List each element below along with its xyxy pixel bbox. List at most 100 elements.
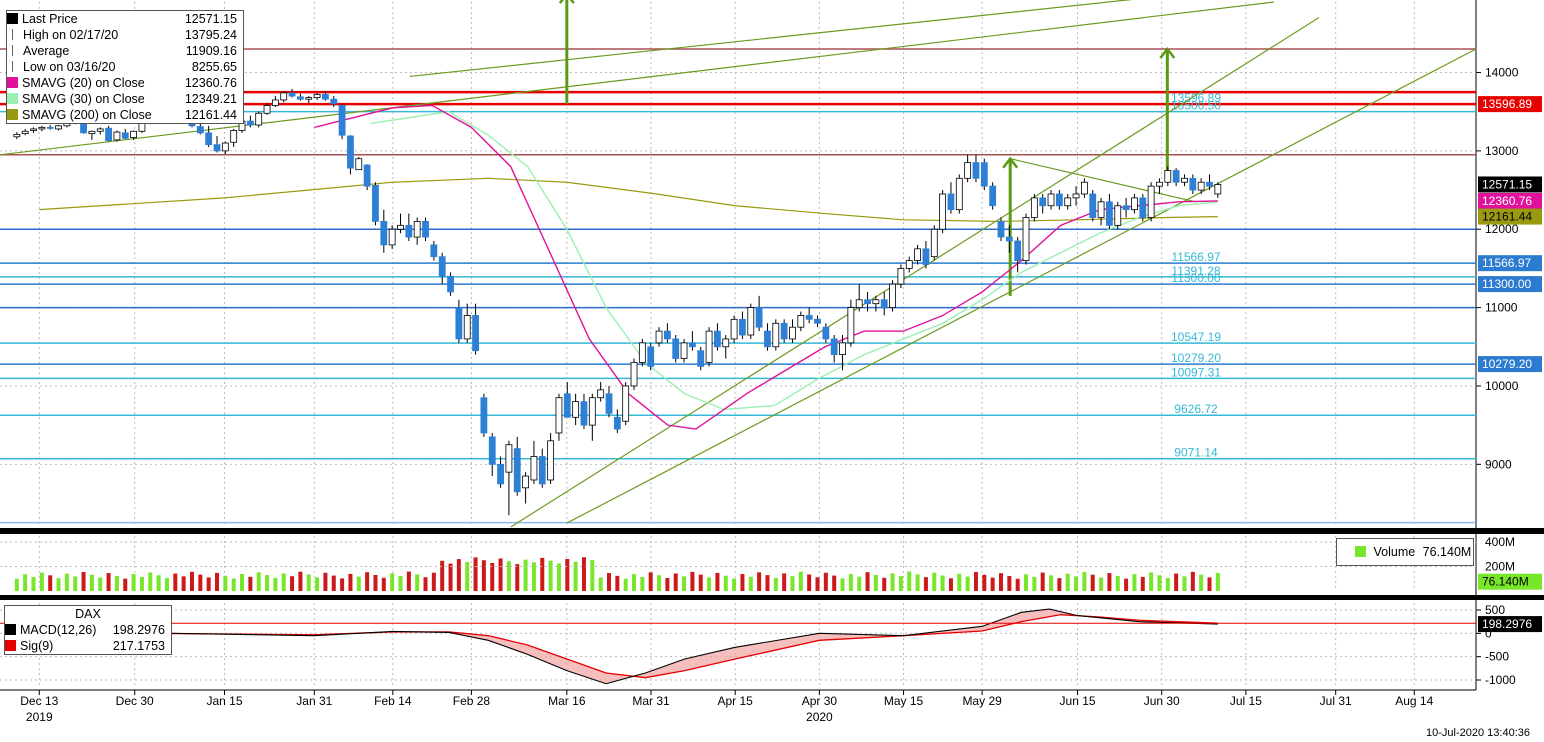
volume-bar	[882, 577, 887, 591]
volume-bar	[782, 573, 787, 591]
volume-bar	[415, 574, 420, 591]
right-axis-badge-label: 12161.44	[1482, 210, 1532, 224]
candle-body	[797, 315, 805, 328]
volume-bar	[1040, 572, 1045, 591]
price-legend-swatch-icon	[7, 93, 18, 104]
price-legend-row: Last Price 12571.15	[7, 11, 243, 27]
volume-bar	[181, 576, 186, 591]
candle-body	[347, 135, 354, 169]
trend-line	[566, 48, 1477, 524]
candle-body	[96, 128, 104, 132]
volume-bar	[565, 558, 570, 591]
price-legend-label: High on 02/17/20	[23, 28, 119, 42]
volume-bar	[315, 577, 320, 591]
panel-divider	[0, 528, 1544, 534]
volume-bar	[632, 574, 637, 591]
candle-body	[46, 126, 54, 129]
candle-body	[764, 330, 771, 348]
volume-bar	[848, 573, 853, 591]
candle-body	[1197, 181, 1205, 191]
candle-body	[30, 128, 37, 131]
candle-body	[705, 330, 713, 363]
candle-body	[672, 338, 680, 359]
volume-bar	[398, 576, 403, 591]
volume-bar	[265, 575, 270, 591]
x-tick-label: Jan 31	[296, 694, 332, 708]
price-legend-swatch-icon	[12, 29, 19, 40]
candle-body	[530, 456, 538, 481]
candle-body	[338, 105, 346, 136]
candle-body	[1147, 185, 1155, 218]
candle-body	[55, 125, 62, 130]
macd-y-tick-label: 500	[1485, 603, 1505, 617]
volume-bar	[1024, 574, 1029, 591]
candle-body	[597, 389, 605, 399]
candle-body	[947, 193, 955, 211]
candle-body	[480, 397, 488, 434]
macd-y-tick-label: -500	[1485, 650, 1509, 664]
candle-body	[1106, 201, 1113, 226]
candle-body	[363, 164, 371, 187]
candle-body	[630, 362, 638, 387]
candle-body	[1030, 197, 1038, 218]
arrow-up-head	[558, 0, 575, 4]
volume-y-tick-label: 200M	[1485, 560, 1515, 574]
x-tick-label: Jun 15	[1060, 694, 1096, 708]
macd-line	[39, 608, 1218, 685]
volume-bar	[657, 575, 662, 591]
level-label: 11391.28	[1171, 264, 1220, 278]
volume-bar	[440, 560, 445, 591]
candle-body	[1131, 197, 1138, 211]
candle-body	[413, 221, 421, 238]
level-label: 10547.19	[1171, 330, 1221, 344]
price-legend-value: 12161.44	[184, 108, 237, 122]
volume-bar	[723, 575, 728, 591]
candle-body	[330, 98, 338, 105]
volume-bar	[390, 573, 395, 591]
volume-bar	[965, 576, 970, 591]
price-legend-value: 12349.21	[184, 92, 237, 106]
candle-body	[196, 126, 204, 134]
volume-bar	[114, 575, 119, 591]
candle-body	[1039, 197, 1047, 207]
candle-body	[497, 463, 504, 485]
candle-body	[563, 393, 571, 418]
candle-body	[572, 401, 580, 418]
price-legend-swatch-icon	[7, 77, 18, 88]
candle-body	[605, 393, 613, 414]
right-axis-badge	[1478, 192, 1542, 209]
candle-body	[638, 342, 646, 363]
volume-bar	[256, 572, 261, 591]
volume-bar	[1074, 576, 1079, 591]
volume-bar	[290, 576, 295, 591]
candle-body	[1139, 197, 1147, 218]
volume-bar	[306, 574, 311, 591]
macd-legend: DAX MACD(12,26) 198.2976 Sig(9) 217.1753	[4, 605, 172, 655]
right-axis-badge	[1478, 276, 1542, 293]
x-tick-label: Jan 15	[206, 694, 242, 708]
volume-bar	[840, 578, 845, 591]
volume-bar	[456, 559, 461, 591]
candle-body	[305, 97, 313, 100]
candle-body	[647, 346, 655, 367]
x-tick-label: Dec 30	[116, 694, 154, 708]
macd-badge-label: 198.2976	[1482, 617, 1532, 631]
volume-legend: Volume 76.140M	[1336, 538, 1474, 566]
x-tick-label: Apr 15	[718, 694, 754, 708]
candle-body	[121, 132, 129, 139]
volume-y-tick-label: 400M	[1485, 535, 1515, 549]
volume-bar	[189, 571, 194, 591]
volume-bar	[523, 559, 528, 591]
candle-body	[622, 385, 630, 422]
x-tick-label: Apr 30	[802, 694, 838, 708]
candle-body	[38, 126, 46, 130]
candle-body	[613, 416, 621, 430]
volume-bar	[323, 572, 328, 591]
volume-bar	[982, 574, 987, 591]
candle-body	[88, 130, 96, 135]
volume-bar	[673, 573, 678, 591]
candle-body	[722, 338, 730, 348]
candle-body	[1097, 201, 1105, 218]
volume-bar	[1190, 571, 1195, 591]
candle-body	[697, 350, 705, 367]
